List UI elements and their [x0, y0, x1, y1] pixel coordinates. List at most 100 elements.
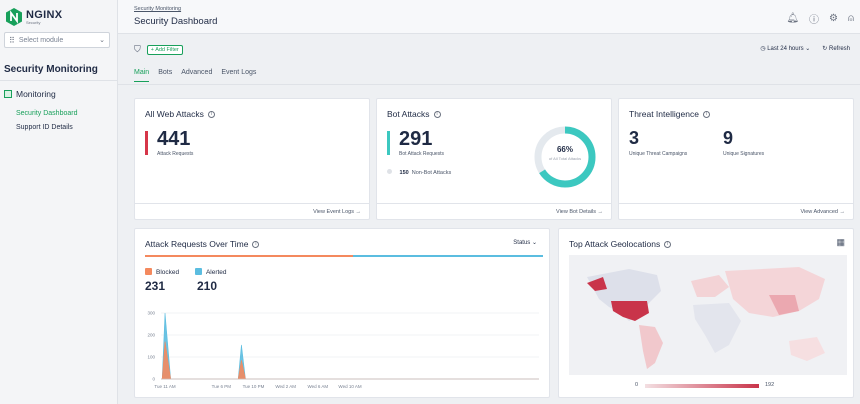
- bot-donut-chart: [534, 126, 596, 188]
- x-tick-label: Wed 6 AM: [307, 384, 328, 389]
- time-tools: ◷ Last 24 hours ⌄ ↻ Refresh: [760, 45, 850, 52]
- bot-attacks-label: Bot Attack Requests: [399, 151, 445, 157]
- tab-event-logs[interactable]: Event Logs: [221, 69, 257, 76]
- tab-advanced[interactable]: Advanced: [181, 69, 213, 76]
- status-dropdown-label: Status: [513, 240, 531, 246]
- y-tick-label: 100: [147, 355, 155, 360]
- table-view-icon[interactable]: ▦: [836, 237, 845, 247]
- checkbox-alerted[interactable]: [194, 268, 202, 275]
- australia-shape: [789, 337, 825, 361]
- non-bot-row: 150 Non-Bot Attacks: [387, 169, 451, 176]
- bot-attacks-title: Bot Attacks i: [387, 109, 441, 119]
- donut-arc: [534, 126, 596, 188]
- sidebar-group-label: Monitoring: [16, 89, 56, 99]
- ratio-alerted: [353, 255, 543, 257]
- series-area-blocked: [161, 341, 539, 380]
- blocked-count: 231: [145, 279, 166, 293]
- geo-legend-gradient: [645, 384, 759, 388]
- filter-toolbar: ⛉ + Add Filter: [134, 44, 183, 55]
- bell-icon[interactable]: 🔔︎: [786, 13, 800, 24]
- sidebar-item-support-id-details[interactable]: Support ID Details: [16, 124, 73, 131]
- bot-attacks-footer: View Bot Details →: [377, 203, 611, 219]
- world-map-svg: [587, 267, 825, 369]
- breadcrumb[interactable]: Security Monitoring: [134, 6, 182, 12]
- usa-shape: [611, 301, 649, 321]
- series-area-alerted: [161, 312, 539, 380]
- view-advanced-link[interactable]: View Advanced →: [800, 209, 845, 215]
- filter-icon[interactable]: ⛉: [134, 44, 141, 54]
- y-tick-label: 300: [147, 311, 155, 316]
- sidebar-item-security-dashboard[interactable]: Security Dashboard: [16, 110, 78, 117]
- asia-shape: [725, 267, 825, 317]
- requests-area-chart: 0 100 200 300 Tue 11 AM Tue 6 PM Tue 10 PM Wed …: [147, 311, 539, 389]
- bot-donut: 66% of All Total Attacks: [533, 125, 597, 189]
- bot-attacks-card: Bot Attacks i 291 Bot Attack Requests 150…: [376, 98, 612, 220]
- nginx-logo[interactable]: NGINX Security: [6, 8, 62, 26]
- web-attacks-title: All Web Attacks i: [145, 109, 215, 119]
- china-shape: [769, 295, 799, 315]
- section-title: Security Monitoring: [4, 64, 98, 75]
- web-attacks-card: All Web Attacks i 441 Attack Requests Vie…: [134, 98, 370, 220]
- web-attacks-accent: [145, 131, 148, 155]
- legend-blocked[interactable]: Blocked: [145, 268, 179, 276]
- web-attacks-label: Attack Requests: [157, 151, 194, 157]
- threat-intel-title: Threat Intelligence i: [629, 109, 710, 119]
- grid-icon: ⠿: [9, 35, 15, 45]
- help-icon[interactable]: ⓘ: [809, 15, 820, 26]
- requests-over-time-card: Attack Requests Over Time i Status ⌄ Bloc…: [134, 228, 550, 398]
- campaigns-value: 3: [629, 128, 640, 148]
- info-icon[interactable]: i: [702, 111, 710, 119]
- bot-attacks-title-text: Bot Attacks: [387, 109, 430, 119]
- alaska-shape: [587, 277, 607, 291]
- geolocations-card: Top Attack Geolocations i ▦ 0 192: [558, 228, 854, 398]
- ratio-blocked: [145, 255, 354, 257]
- add-filter-button[interactable]: + Add Filter: [146, 44, 183, 55]
- x-tick-label: Tue 11 AM: [154, 384, 176, 389]
- threat-intel-footer: View Advanced →: [619, 203, 853, 219]
- logo-text: NGINX: [26, 8, 63, 21]
- y-tick-label: 200: [147, 333, 155, 338]
- donut-label: of All Total Attacks: [548, 156, 582, 161]
- info-icon[interactable]: i: [252, 241, 260, 249]
- non-bot-value: 150: [399, 170, 409, 176]
- time-range-select[interactable]: ◷ Last 24 hours ⌄: [760, 46, 811, 52]
- geo-legend-max: 192: [765, 382, 775, 388]
- view-bot-details-link[interactable]: View Bot Details →: [556, 209, 603, 215]
- sidebar: NGINX Security ⠿ Select module ⌄ Securit…: [0, 0, 118, 404]
- user-icon[interactable]: ⍝: [848, 13, 854, 24]
- refresh-button[interactable]: ↻ Refresh: [822, 46, 850, 52]
- world-map[interactable]: [569, 255, 847, 375]
- nginx-logo-icon: [6, 8, 22, 26]
- tab-bots[interactable]: Bots: [158, 69, 173, 76]
- info-icon[interactable]: i: [664, 241, 672, 249]
- x-tick-label: Tue 10 PM: [243, 384, 265, 389]
- view-event-logs-link[interactable]: View Event Logs →: [313, 209, 361, 215]
- chart-legend: Blocked Alerted: [145, 268, 227, 276]
- campaigns-label: Unique Threat Campaigns: [629, 151, 688, 157]
- threat-intel-card: Threat Intelligence i 3 Unique Threat Cam…: [618, 98, 854, 220]
- geo-title: Top Attack Geolocations i: [569, 239, 672, 249]
- x-tick-label: Tue 6 PM: [212, 384, 232, 389]
- top-icons: 🔔︎ ⓘ ⚙ ⍝: [786, 11, 854, 26]
- info-icon[interactable]: i: [207, 111, 215, 119]
- x-tick-label: Wed 10 AM: [338, 384, 361, 389]
- sidebar-group-monitoring[interactable]: Monitoring: [4, 89, 56, 99]
- tab-main[interactable]: Main: [134, 69, 150, 82]
- signatures-label: Unique Signatures: [723, 151, 765, 157]
- legend-alerted[interactable]: Alerted: [194, 268, 227, 276]
- africa-shape: [693, 303, 741, 353]
- info-icon[interactable]: i: [433, 111, 441, 119]
- checkbox-blocked[interactable]: [145, 268, 152, 275]
- non-bot-label: Non-Bot Attacks: [411, 170, 452, 176]
- threat-intel-title-text: Threat Intelligence: [629, 109, 699, 119]
- gear-icon[interactable]: ⚙: [829, 13, 838, 24]
- status-dropdown[interactable]: Status ⌄: [513, 240, 537, 246]
- top-bar: Security Monitoring Security Dashboard 🔔…: [118, 0, 860, 34]
- geo-legend-min: 0: [635, 382, 639, 388]
- requests-chart-title: Attack Requests Over Time i: [145, 239, 260, 249]
- requests-chart-title-text: Attack Requests Over Time: [145, 239, 249, 249]
- module-select[interactable]: ⠿ Select module ⌄: [4, 32, 110, 48]
- main-area: Security Monitoring Security Dashboard 🔔…: [118, 0, 860, 404]
- alerted-count: 210: [197, 279, 218, 293]
- europe-shape: [691, 275, 729, 297]
